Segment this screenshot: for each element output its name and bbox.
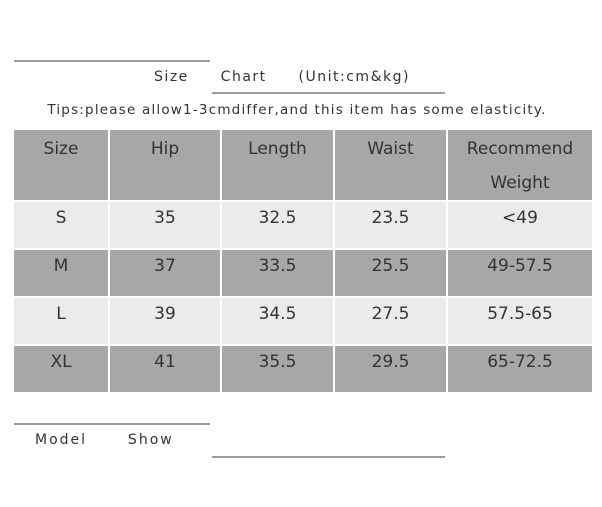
column-header: Waist	[333, 128, 448, 202]
table-cell: 32.5	[220, 200, 335, 250]
table-cell: 41	[108, 344, 222, 394]
table-cell: L	[12, 296, 110, 346]
table-cell: 27.5	[333, 296, 448, 346]
divider	[14, 423, 210, 425]
table-body: S 35 32.5 23.5 <49 M 37 33.5 25.5 49-57.5 L 39 34.5 2…	[12, 200, 594, 394]
table-cell: 33.5	[220, 248, 335, 298]
table-cell: 35.5	[220, 344, 335, 394]
table-cell: 23.5	[333, 200, 448, 250]
divider	[212, 456, 445, 458]
column-header: Recommend Weight	[446, 128, 594, 202]
table-row: XL 41 35.5 29.5 65-72.5	[12, 344, 594, 394]
table-row: S 35 32.5 23.5 <49	[12, 200, 594, 250]
table-cell: 25.5	[333, 248, 448, 298]
header-row: Size Hip Length Waist Recommend Weight	[12, 128, 594, 202]
table-cell: 57.5-65	[446, 296, 594, 346]
table-cell: 29.5	[333, 344, 448, 394]
table-cell: 49-57.5	[446, 248, 594, 298]
table-row: M 37 33.5 25.5 49-57.5	[12, 248, 594, 298]
table-cell: S	[12, 200, 110, 250]
column-header: Hip	[108, 128, 222, 202]
table-row: L 39 34.5 27.5 57.5-65	[12, 296, 594, 346]
table-cell: 35	[108, 200, 222, 250]
chart-title: Size Chart (Unit:cm&kg)	[154, 69, 410, 85]
table-cell: M	[12, 248, 110, 298]
column-header: Size	[12, 128, 110, 202]
size-table: Size Hip Length Waist Recommend Weight S 35 32…	[12, 128, 594, 394]
table-cell: 37	[108, 248, 222, 298]
tips: Tips:please allow1-3cmdiffer,and this it…	[47, 102, 547, 118]
table-cell: 34.5	[220, 296, 335, 346]
table-cell: XL	[12, 344, 110, 394]
divider	[14, 60, 210, 62]
table-cell: 65-72.5	[446, 344, 594, 394]
column-header: Length	[220, 128, 335, 202]
table-cell: <49	[446, 200, 594, 250]
section-heading: Model Show	[35, 432, 174, 448]
table-cell: 39	[108, 296, 222, 346]
divider	[212, 92, 445, 94]
